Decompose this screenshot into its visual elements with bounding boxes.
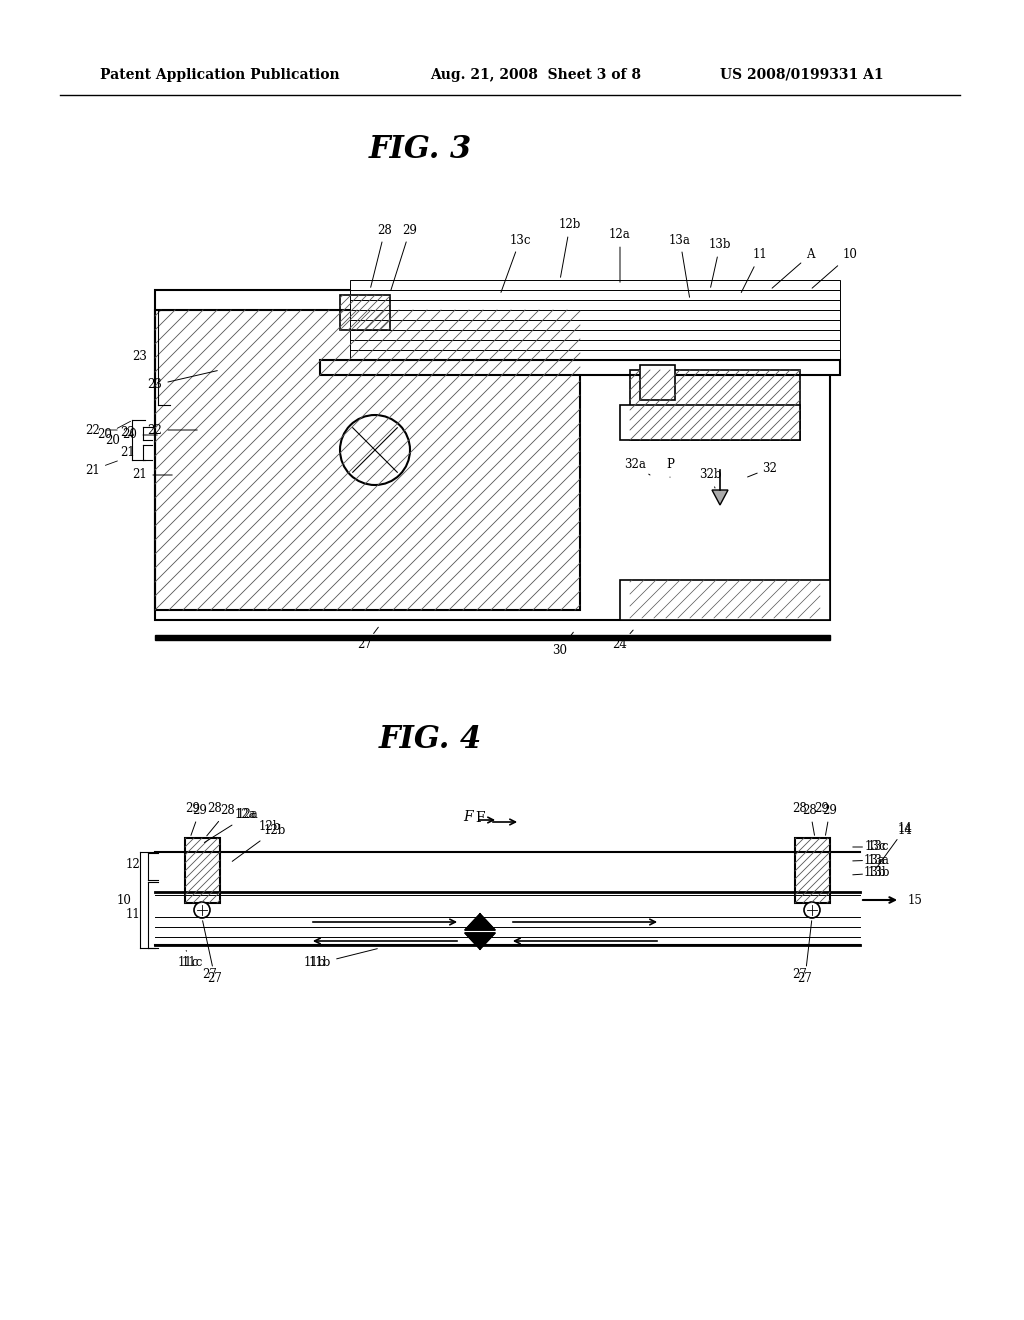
- Bar: [795, 838, 830, 903]
- Text: US 2008/0199331 A1: US 2008/0199331 A1: [720, 69, 884, 82]
- Text: 12a: 12a: [609, 228, 631, 282]
- Text: P: P: [666, 458, 674, 478]
- Text: 11c: 11c: [177, 957, 199, 969]
- Bar: [340, 294, 390, 330]
- Circle shape: [804, 902, 820, 917]
- Text: 22: 22: [147, 424, 198, 437]
- Text: F: F: [464, 810, 473, 824]
- Text: 13b: 13b: [853, 866, 891, 879]
- Text: 21: 21: [133, 469, 172, 482]
- Text: 30: 30: [553, 632, 573, 656]
- Bar: [350, 330, 840, 341]
- Bar: [620, 405, 800, 440]
- Text: 12: 12: [125, 858, 140, 871]
- Bar: [350, 310, 840, 319]
- Text: 10: 10: [812, 248, 857, 288]
- Text: 28: 28: [207, 804, 236, 836]
- Text: 12b: 12b: [232, 824, 286, 862]
- Text: Patent Application Publication: Patent Application Publication: [100, 69, 340, 82]
- Text: 11b: 11b: [309, 949, 377, 969]
- Text: 13b: 13b: [864, 866, 886, 879]
- Text: 14: 14: [877, 821, 912, 867]
- Bar: [350, 350, 840, 360]
- Bar: [155, 635, 830, 640]
- Text: 13a: 13a: [864, 854, 886, 866]
- Text: 23: 23: [132, 351, 147, 363]
- Text: 13c: 13c: [864, 841, 886, 854]
- Text: 32: 32: [748, 462, 777, 477]
- Text: 27: 27: [357, 627, 378, 652]
- Text: 27: 27: [203, 969, 217, 982]
- Text: 12a: 12a: [234, 808, 256, 821]
- Text: FIG. 3: FIG. 3: [369, 135, 472, 165]
- Text: 11c: 11c: [181, 950, 203, 969]
- Text: 12a: 12a: [205, 808, 259, 842]
- Text: 13a: 13a: [669, 234, 691, 297]
- Bar: [630, 370, 800, 440]
- Text: 13c: 13c: [853, 841, 890, 854]
- Polygon shape: [465, 913, 495, 931]
- Text: 22: 22: [85, 424, 117, 437]
- Text: 23: 23: [147, 371, 217, 392]
- Text: 29: 29: [822, 804, 838, 836]
- Text: 28: 28: [371, 223, 392, 288]
- Text: 21: 21: [85, 461, 118, 477]
- Text: 27: 27: [793, 969, 808, 982]
- Text: 21: 21: [120, 446, 135, 458]
- Text: 11: 11: [741, 248, 767, 293]
- Bar: [155, 290, 830, 620]
- Bar: [350, 280, 840, 290]
- Text: 12b: 12b: [259, 821, 282, 833]
- Text: Aug. 21, 2008  Sheet 3 of 8: Aug. 21, 2008 Sheet 3 of 8: [430, 69, 641, 82]
- Bar: [350, 300, 840, 310]
- Circle shape: [194, 902, 210, 917]
- Text: 32b: 32b: [698, 469, 721, 488]
- Text: 28: 28: [803, 804, 817, 836]
- Text: 10: 10: [117, 894, 132, 907]
- Polygon shape: [712, 490, 728, 506]
- Text: 29: 29: [190, 804, 208, 836]
- Text: 28: 28: [208, 801, 222, 814]
- Text: 27: 27: [798, 921, 812, 985]
- Text: 13c: 13c: [501, 234, 530, 293]
- Circle shape: [340, 414, 410, 484]
- Text: 28: 28: [793, 801, 807, 814]
- Bar: [155, 310, 580, 610]
- Text: 20: 20: [97, 421, 130, 441]
- Text: 24: 24: [612, 630, 633, 652]
- Text: 29: 29: [391, 223, 418, 290]
- Bar: [620, 579, 830, 620]
- Text: 29: 29: [185, 801, 201, 814]
- Text: A: A: [772, 248, 814, 288]
- Polygon shape: [465, 933, 495, 949]
- Bar: [640, 366, 675, 400]
- Bar: [185, 838, 220, 903]
- Text: 14: 14: [898, 824, 912, 837]
- Text: FIG. 4: FIG. 4: [379, 725, 481, 755]
- Text: 15: 15: [908, 894, 923, 907]
- Text: 20: 20: [123, 429, 158, 441]
- Text: 32a: 32a: [624, 458, 650, 475]
- Text: 13a: 13a: [853, 854, 890, 866]
- Text: 22: 22: [120, 426, 135, 440]
- Text: 11b: 11b: [304, 956, 327, 969]
- Text: 13b: 13b: [709, 239, 731, 288]
- Text: 20: 20: [105, 433, 120, 446]
- Bar: [350, 341, 840, 350]
- Bar: [350, 290, 840, 300]
- Text: 11: 11: [125, 908, 140, 921]
- Text: 27: 27: [203, 921, 222, 985]
- Bar: [350, 319, 840, 330]
- Text: F: F: [475, 810, 484, 825]
- Text: 12b: 12b: [559, 219, 582, 277]
- Text: 29: 29: [814, 801, 829, 814]
- Bar: [319, 360, 840, 375]
